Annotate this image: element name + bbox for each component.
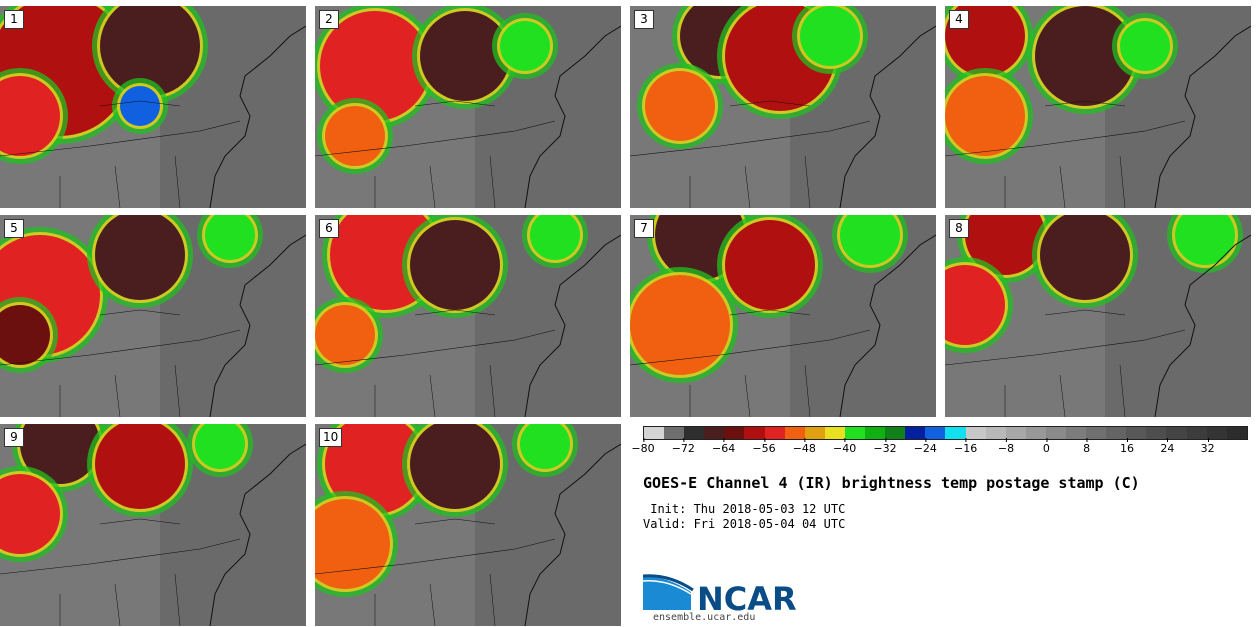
colorbar-tick: −40	[833, 438, 857, 455]
ensemble-member-panel: 3	[630, 6, 936, 208]
ncar-wordmark: NCAR	[697, 580, 797, 612]
colorbar-swatch	[985, 427, 1006, 439]
figure-title: GOES-E Channel 4 (IR) brightness temp po…	[643, 474, 1140, 492]
colorbar-tick: −56	[752, 438, 776, 455]
panel-number: 6	[319, 219, 339, 238]
colorbar-swatch	[1166, 427, 1187, 439]
colorbar-swatch	[1005, 427, 1026, 439]
colorbar-swatch	[905, 427, 926, 439]
colorbar-swatch	[704, 427, 725, 439]
colorbar-swatch	[784, 427, 805, 439]
ensemble-member-panel: 1	[0, 6, 306, 208]
colorbar-swatch	[644, 427, 665, 439]
colorbar-tick: −80	[631, 438, 655, 455]
valid-time: Valid: Fri 2018-05-04 04 UTC	[643, 517, 846, 531]
colorbar-swatch	[925, 427, 946, 439]
colorbar-tick: 16	[1120, 438, 1134, 455]
init-time: Init: Thu 2018-05-03 12 UTC	[643, 502, 846, 516]
temperature-colorbar	[643, 426, 1248, 440]
colorbar-swatch	[1045, 427, 1066, 439]
ensemble-member-panel: 4	[945, 6, 1251, 208]
colorbar-tick-labels: −80 −72 −64 −56 −48 −40 −32 −24 −16 −8 0 8 16 24 32	[631, 438, 1248, 462]
colorbar-swatch	[664, 427, 685, 439]
panel-number: 7	[634, 219, 654, 238]
colorbar-swatch	[1186, 427, 1207, 439]
colorbar-tick: 32	[1200, 438, 1215, 455]
ensemble-member-panel: 6	[315, 215, 621, 417]
colorbar-tick: −48	[792, 438, 816, 455]
panel-number: 10	[319, 428, 343, 447]
colorbar-swatch	[1106, 427, 1127, 439]
colorbar-tick: −16	[954, 438, 978, 455]
colorbar-tick: −24	[913, 438, 937, 455]
logo-url: ensemble.ucar.edu	[653, 612, 756, 623]
colorbar-swatch	[844, 427, 866, 439]
colorbar-tick: −64	[712, 438, 736, 455]
ncar-logo: NCAR	[643, 574, 797, 612]
colorbar-swatch	[1226, 427, 1247, 439]
panel-number: 3	[634, 10, 654, 29]
colorbar-swatch	[1086, 427, 1107, 439]
colorbar-tick: 0	[1042, 438, 1050, 455]
panel-number: 9	[4, 428, 24, 447]
panel-number: 1	[4, 10, 24, 29]
ensemble-member-panel: 2	[315, 6, 621, 208]
colorbar-tick: −32	[873, 438, 897, 455]
colorbar-swatch	[1065, 427, 1087, 439]
ensemble-member-panel: 5	[0, 215, 306, 417]
colorbar-swatch	[824, 427, 845, 439]
colorbar-swatch	[1126, 427, 1147, 439]
panel-number: 8	[949, 219, 969, 238]
colorbar-tick: −72	[671, 438, 695, 455]
colorbar-swatch	[885, 427, 906, 439]
ensemble-member-panel: 8	[945, 215, 1251, 417]
colorbar-swatch	[804, 427, 825, 439]
colorbar-swatch	[724, 427, 745, 439]
colorbar-swatch	[945, 427, 966, 439]
ensemble-member-panel: 10	[315, 424, 621, 626]
colorbar-swatch	[1146, 427, 1167, 439]
colorbar-swatch	[1206, 427, 1227, 439]
ensemble-member-panel: 9	[0, 424, 306, 626]
colorbar-swatch	[744, 427, 765, 439]
colorbar-swatch	[865, 427, 886, 439]
panel-number: 2	[319, 10, 339, 29]
colorbar-tick: −8	[997, 438, 1015, 455]
colorbar-tick: 8	[1083, 438, 1091, 455]
colorbar-swatch	[965, 427, 986, 439]
panel-number: 4	[949, 10, 969, 29]
colorbar-swatch	[1025, 427, 1046, 439]
colorbar-tick: 24	[1160, 438, 1175, 455]
panel-number: 5	[4, 219, 24, 238]
ensemble-member-panel: 7	[630, 215, 936, 417]
colorbar-swatch	[764, 427, 785, 439]
colorbar-swatch	[684, 427, 705, 439]
